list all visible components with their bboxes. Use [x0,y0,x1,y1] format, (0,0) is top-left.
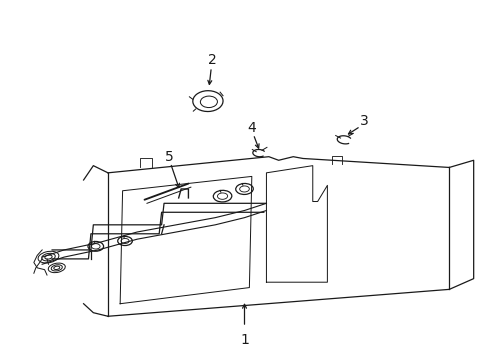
Text: 1: 1 [240,333,248,347]
Text: 5: 5 [164,150,173,164]
Text: 2: 2 [208,53,217,67]
Text: 3: 3 [359,114,367,128]
Text: 4: 4 [247,121,256,135]
